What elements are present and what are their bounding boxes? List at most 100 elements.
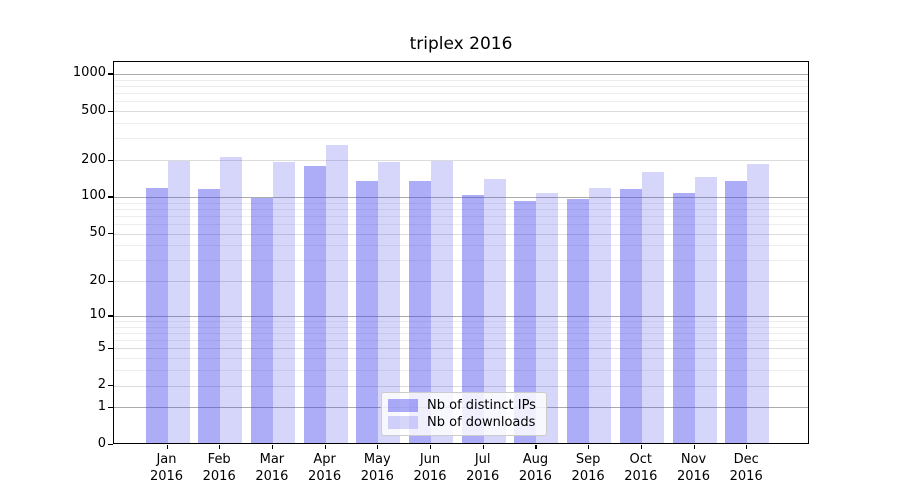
gridline-minor-9 [114,320,808,322]
gridline-minor-800 [114,85,808,87]
bar-downloads-apr [325,144,348,443]
bar-downloads-feb [220,156,243,443]
gridline-minor-80 [114,208,808,210]
bar-distinct-ips-nov [672,193,695,443]
x-tick-mark-oct [640,445,642,449]
x-tick-label-may: May 2016 [360,452,394,484]
legend-row-distinct-ips: Nb of distinct IPs [388,397,538,414]
x-tick-mark-nov [693,445,695,449]
y-tick-label-1000: 1000 [72,65,106,81]
gridline-200 [114,160,808,161]
bar-distinct-ips-aug [514,201,537,443]
y-tick-mark-2 [108,385,113,387]
x-tick-mark-jul [482,445,484,449]
x-tick-mark-feb [219,445,221,449]
gridline-100 [114,196,808,198]
gridline-minor-300 [114,138,808,140]
gridline-minor-3 [114,370,808,372]
x-tick-mark-sep [588,445,590,449]
bar-distinct-ips-feb [198,189,221,443]
y-tick-label-50: 50 [89,225,106,241]
plot-area [113,61,809,444]
bar-distinct-ips-sep [567,199,590,443]
gridline-2 [114,385,808,387]
legend-label-distinct-ips: Nb of distinct IPs [427,398,536,413]
x-tick-label-apr: Apr 2016 [308,452,342,484]
bar-downloads-oct [641,172,664,443]
y-tick-mark-0 [108,444,113,446]
x-tick-label-jan: Jan 2016 [149,452,184,484]
bar-downloads-jan [167,161,190,443]
x-tick-mark-jun [430,445,432,449]
x-tick-label-nov: Nov 2016 [676,452,711,484]
y-tick-mark-100 [108,196,113,198]
x-tick-mark-aug [535,445,537,449]
gridline-10 [114,315,808,317]
bar-distinct-ips-apr [303,165,326,443]
bar-distinct-ips-oct [619,188,642,443]
gridline-minor-900 [114,79,808,81]
y-tick-mark-1000 [108,73,113,75]
x-tick-mark-mar [271,445,274,449]
bar-downloads-may [378,162,401,443]
gridline-minor-7 [114,332,808,334]
bar-downloads-sep [589,188,612,443]
y-tick-mark-50 [108,233,113,235]
legend-row-downloads: Nb of downloads [388,414,538,431]
y-tick-label-2: 2 [97,377,106,393]
x-tick-mark-apr [324,445,326,449]
bar-downloads-dec [747,163,770,443]
bar-downloads-mar [272,162,295,443]
x-tick-label-oct: Oct 2016 [624,452,658,484]
gridline-20 [114,281,808,283]
legend-swatch-distinct-ips [388,399,418,412]
y-tick-mark-200 [108,159,113,161]
gridline-minor-30 [114,260,808,262]
gridline-minor-600 [114,101,808,103]
gridline-minor-40 [114,245,808,247]
bar-downloads-nov [694,177,717,443]
gridline-5 [114,348,808,350]
y-tick-mark-10 [108,315,113,317]
bar-distinct-ips-may [356,181,379,443]
gridline-minor-4 [114,358,808,360]
gridline-minor-8 [114,326,808,328]
y-tick-mark-500 [108,110,113,112]
chart-title: triplex 2016 [409,34,513,54]
gridline-1000 [114,73,808,75]
y-tick-label-0: 0 [97,436,106,451]
bar-distinct-ips-dec [725,180,748,443]
x-tick-label-dec: Dec 2016 [729,452,763,484]
x-tick-label-feb: Feb 2016 [202,452,236,484]
x-tick-label-jun: Jun 2016 [413,452,447,484]
x-tick-label-mar: Mar 2016 [255,452,289,484]
y-tick-label-5: 5 [97,339,106,355]
bar-downloads-jun [431,160,453,443]
gridline-minor-90 [114,202,808,204]
legend-swatch-downloads [388,416,418,429]
x-tick-mark-may [377,445,379,449]
y-tick-mark-1 [108,406,113,408]
gridline-500 [114,111,808,113]
bar-distinct-ips-jul [461,194,484,443]
bar-distinct-ips-jan [145,188,168,443]
y-tick-label-200: 200 [81,151,106,167]
x-tick-mark-jan [166,445,168,449]
x-tick-label-aug: Aug 2016 [518,452,552,484]
bar-distinct-ips-mar [250,197,273,443]
gridline-minor-60 [114,223,808,225]
y-tick-label-1: 1 [97,398,106,414]
gridline-minor-6 [114,340,808,342]
gridline-50 [114,233,808,235]
gridline-minor-700 [114,92,808,94]
y-tick-label-20: 20 [89,272,106,288]
legend-label-downloads: Nb of downloads [427,415,536,430]
x-tick-mark-dec [746,445,748,449]
y-tick-label-500: 500 [81,102,106,118]
legend: Nb of distinct IPs Nb of downloads [381,392,547,436]
bar-distinct-ips-jun [409,181,431,443]
y-tick-mark-5 [108,347,113,350]
y-tick-mark-20 [108,280,113,282]
x-tick-label-jul: Jul 2016 [466,452,500,484]
